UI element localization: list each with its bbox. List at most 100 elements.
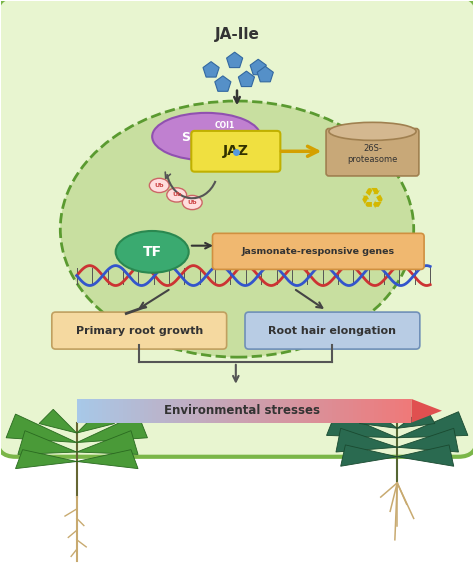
- Polygon shape: [85, 399, 89, 423]
- Polygon shape: [332, 399, 336, 423]
- Polygon shape: [156, 399, 160, 423]
- Polygon shape: [123, 399, 127, 423]
- Polygon shape: [253, 399, 256, 423]
- Polygon shape: [164, 399, 169, 423]
- Polygon shape: [202, 399, 207, 423]
- Polygon shape: [391, 399, 395, 423]
- Ellipse shape: [167, 188, 187, 202]
- FancyBboxPatch shape: [212, 233, 424, 269]
- Polygon shape: [340, 399, 345, 423]
- Polygon shape: [378, 399, 382, 423]
- Polygon shape: [365, 399, 370, 423]
- Polygon shape: [207, 399, 210, 423]
- Polygon shape: [324, 399, 328, 423]
- Polygon shape: [277, 399, 282, 423]
- Polygon shape: [386, 399, 391, 423]
- Text: COI1: COI1: [215, 121, 236, 130]
- Polygon shape: [290, 399, 294, 423]
- Polygon shape: [190, 399, 194, 423]
- Ellipse shape: [182, 196, 202, 209]
- Polygon shape: [382, 399, 386, 423]
- Text: JAZ: JAZ: [223, 144, 249, 158]
- Polygon shape: [148, 399, 152, 423]
- Polygon shape: [127, 399, 131, 423]
- Ellipse shape: [152, 113, 261, 160]
- Text: Root hair elongation: Root hair elongation: [268, 325, 396, 336]
- Polygon shape: [359, 407, 397, 428]
- Polygon shape: [77, 410, 115, 433]
- Polygon shape: [223, 399, 228, 423]
- Text: 26S-
proteasome: 26S- proteasome: [347, 144, 398, 164]
- Polygon shape: [203, 62, 219, 77]
- Polygon shape: [403, 399, 407, 423]
- Polygon shape: [139, 399, 144, 423]
- Polygon shape: [307, 399, 311, 423]
- Polygon shape: [345, 399, 348, 423]
- Polygon shape: [114, 399, 118, 423]
- Polygon shape: [397, 407, 435, 428]
- Text: Environmental stresses: Environmental stresses: [164, 404, 319, 417]
- Polygon shape: [228, 399, 231, 423]
- Polygon shape: [282, 399, 286, 423]
- Polygon shape: [273, 399, 277, 423]
- Polygon shape: [256, 399, 261, 423]
- Polygon shape: [311, 399, 315, 423]
- Polygon shape: [144, 399, 148, 423]
- Polygon shape: [194, 399, 198, 423]
- Polygon shape: [118, 399, 123, 423]
- Polygon shape: [77, 399, 81, 423]
- Polygon shape: [370, 399, 374, 423]
- Text: Ub: Ub: [172, 192, 182, 197]
- Polygon shape: [77, 431, 138, 454]
- Polygon shape: [336, 428, 397, 452]
- Polygon shape: [152, 399, 156, 423]
- Polygon shape: [39, 410, 77, 433]
- FancyBboxPatch shape: [52, 312, 227, 349]
- Polygon shape: [397, 428, 458, 452]
- Polygon shape: [106, 399, 110, 423]
- Text: Primary root growth: Primary root growth: [75, 325, 203, 336]
- Polygon shape: [341, 445, 397, 466]
- Polygon shape: [319, 399, 324, 423]
- Polygon shape: [77, 450, 138, 468]
- Polygon shape: [411, 399, 442, 423]
- Polygon shape: [261, 399, 265, 423]
- Ellipse shape: [329, 122, 416, 140]
- FancyBboxPatch shape: [191, 131, 280, 172]
- Text: Ub: Ub: [155, 183, 164, 188]
- Polygon shape: [110, 399, 114, 423]
- Polygon shape: [257, 66, 273, 82]
- Polygon shape: [250, 59, 266, 75]
- Polygon shape: [77, 414, 147, 443]
- Polygon shape: [219, 399, 223, 423]
- Polygon shape: [89, 399, 93, 423]
- FancyBboxPatch shape: [0, 0, 474, 457]
- Ellipse shape: [116, 231, 189, 273]
- Polygon shape: [93, 399, 98, 423]
- Polygon shape: [265, 399, 269, 423]
- Polygon shape: [353, 399, 357, 423]
- Polygon shape: [269, 399, 273, 423]
- Polygon shape: [177, 399, 182, 423]
- Ellipse shape: [149, 178, 169, 193]
- Polygon shape: [215, 399, 219, 423]
- Polygon shape: [231, 399, 236, 423]
- Polygon shape: [173, 399, 177, 423]
- Polygon shape: [397, 412, 468, 438]
- Polygon shape: [102, 399, 106, 423]
- Text: Ub: Ub: [188, 200, 197, 205]
- Polygon shape: [185, 399, 190, 423]
- Polygon shape: [407, 399, 411, 423]
- Polygon shape: [16, 450, 77, 468]
- Polygon shape: [160, 399, 164, 423]
- Polygon shape: [81, 399, 85, 423]
- Polygon shape: [238, 71, 255, 86]
- Polygon shape: [302, 399, 307, 423]
- FancyBboxPatch shape: [245, 312, 420, 349]
- Polygon shape: [136, 399, 139, 423]
- Text: TF: TF: [143, 245, 162, 259]
- Polygon shape: [98, 399, 102, 423]
- Polygon shape: [169, 399, 173, 423]
- Polygon shape: [286, 399, 290, 423]
- Polygon shape: [395, 399, 399, 423]
